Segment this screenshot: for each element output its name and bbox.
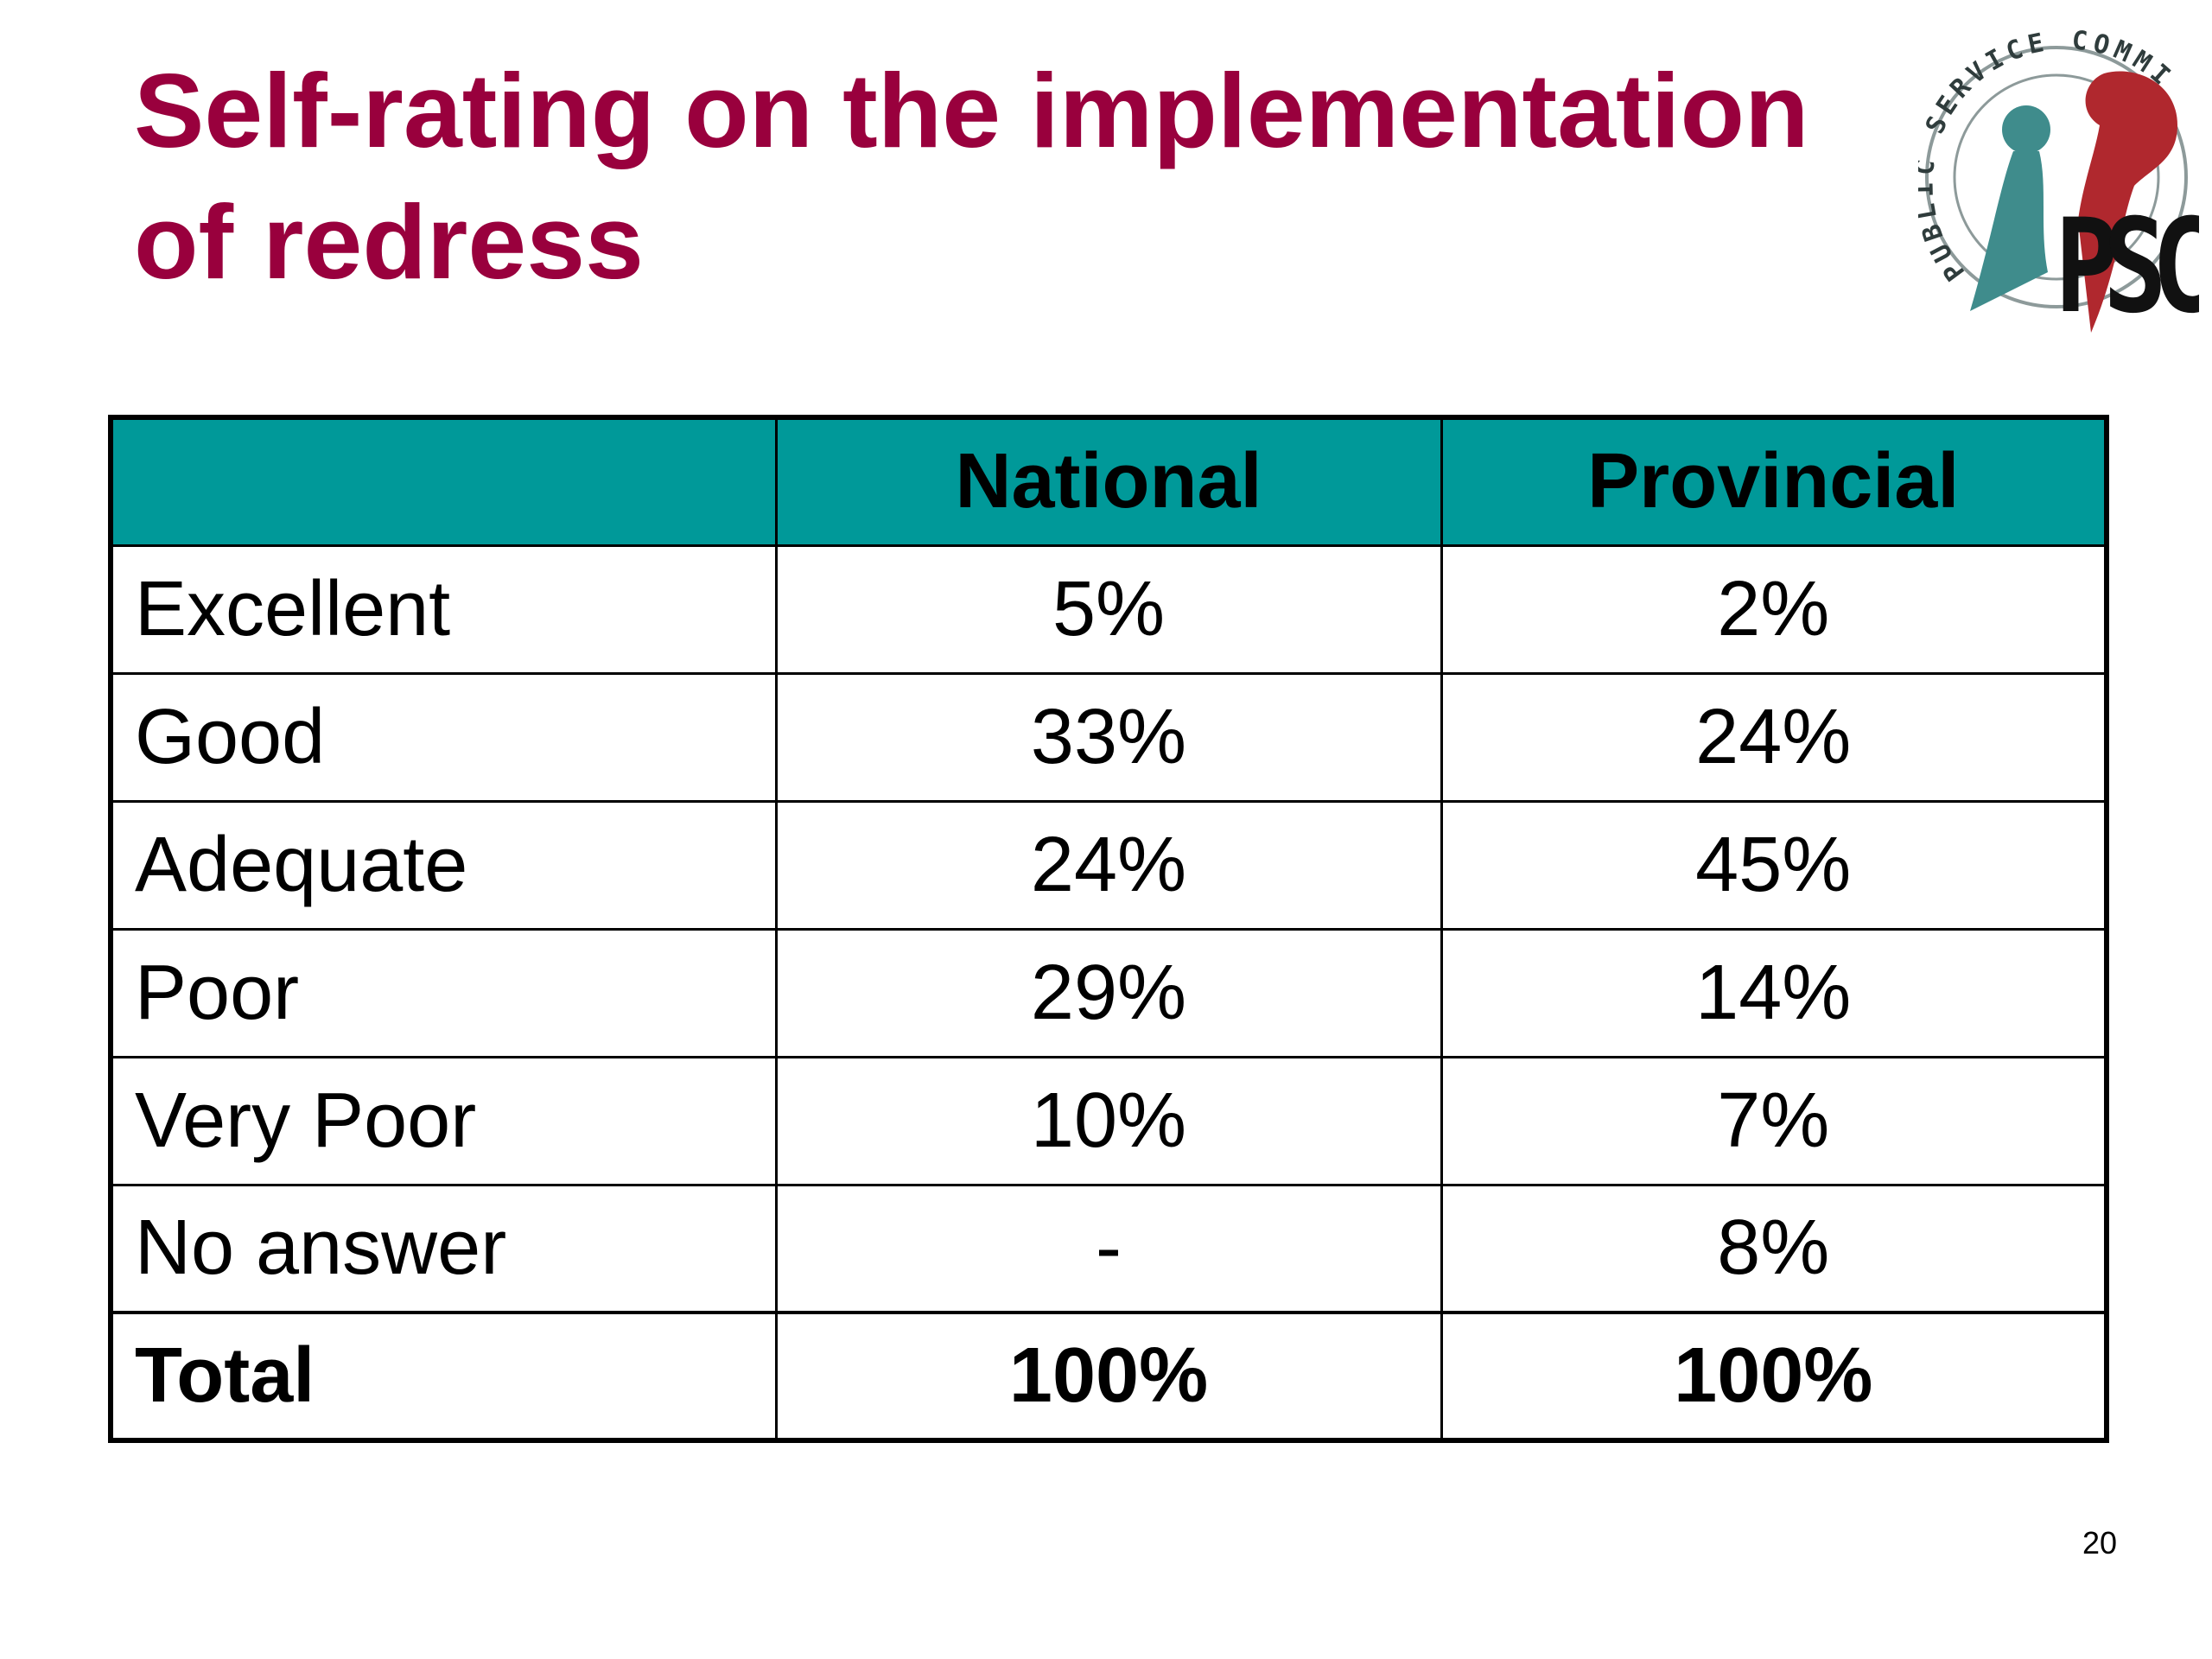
- provincial-value: 8%: [1440, 1183, 2108, 1314]
- total-provincial-value: 100%: [1440, 1311, 2108, 1442]
- provincial-value: 7%: [1440, 1055, 2108, 1186]
- provincial-value: 2%: [1440, 543, 2108, 675]
- total-label: Total: [109, 1311, 778, 1442]
- table-row: No answer - 8%: [109, 1183, 2108, 1314]
- table-total-row: Total 100% 100%: [109, 1311, 2108, 1442]
- svg-text:PSC: PSC: [2055, 192, 2199, 342]
- total-national-value: 100%: [774, 1311, 1443, 1442]
- ratings-table: National Provincial Excellent 5% 2% Good…: [108, 415, 2109, 1443]
- national-value: 10%: [774, 1055, 1443, 1186]
- slide-title: Self-rating on the implementation of red…: [134, 45, 1879, 308]
- national-value: 24%: [774, 799, 1443, 931]
- row-label: Poor: [109, 927, 778, 1058]
- row-label: Adequate: [109, 799, 778, 931]
- row-label: Excellent: [109, 543, 778, 675]
- table-wrapper: National Provincial Excellent 5% 2% Good…: [108, 415, 2109, 1443]
- table-row: Good 33% 24%: [109, 671, 2108, 803]
- header-cell-empty: [109, 416, 778, 547]
- national-value: -: [774, 1183, 1443, 1314]
- table-header-row: National Provincial: [109, 416, 2108, 547]
- page-number: 20: [2082, 1525, 2117, 1560]
- title-line-2: of redress: [134, 183, 644, 301]
- provincial-value: 24%: [1440, 671, 2108, 803]
- national-value: 29%: [774, 927, 1443, 1058]
- national-value: 5%: [774, 543, 1443, 675]
- header-cell-provincial: Provincial: [1440, 416, 2108, 547]
- psc-logo: PUBLIC SERVICE COMMISSION PSC: [1908, 0, 2212, 346]
- row-label: Good: [109, 671, 778, 803]
- provincial-value: 14%: [1440, 927, 2108, 1058]
- national-value: 33%: [774, 671, 1443, 803]
- row-label: No answer: [109, 1183, 778, 1314]
- row-label: Very Poor: [109, 1055, 778, 1186]
- table-row: Excellent 5% 2%: [109, 543, 2108, 675]
- table-row: Very Poor 10% 7%: [109, 1055, 2108, 1186]
- title-line-1: Self-rating on the implementation: [134, 52, 1809, 169]
- header-cell-national: National: [774, 416, 1443, 547]
- provincial-value: 45%: [1440, 799, 2108, 931]
- table-row: Adequate 24% 45%: [109, 799, 2108, 931]
- table-row: Poor 29% 14%: [109, 927, 2108, 1058]
